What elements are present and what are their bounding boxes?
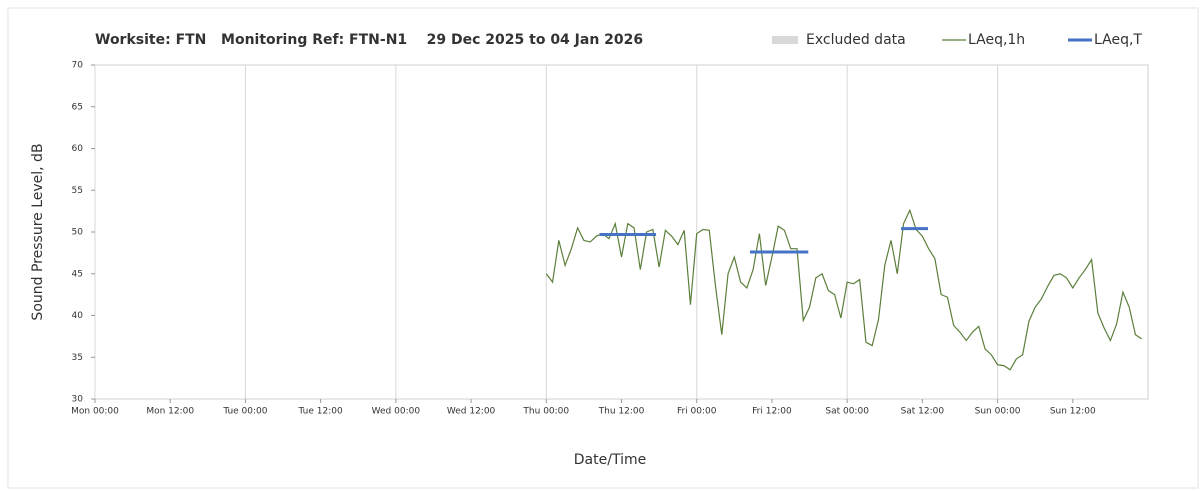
x-tick-label: Thu 00:00 [522, 407, 569, 417]
y-axis-label: Sound Pressure Level, dB [30, 143, 46, 320]
y-tick-label: 65 [72, 102, 83, 112]
chart-frame [7, 7, 1199, 489]
x-tick-label: Sun 12:00 [1050, 407, 1096, 417]
legend-label: LAeq,T [1094, 32, 1142, 48]
x-tick-label: Mon 12:00 [146, 407, 194, 417]
legend-label: Excluded data [806, 32, 906, 48]
x-tick-label: Thu 12:00 [598, 407, 645, 417]
x-tick-label: Wed 00:00 [372, 407, 421, 417]
y-tick-label: 70 [72, 61, 84, 71]
x-tick-label: Tue 12:00 [298, 407, 343, 417]
x-tick-label: Sat 12:00 [901, 407, 945, 417]
x-tick-label: Fri 12:00 [752, 407, 792, 417]
x-tick-label: Sat 00:00 [825, 407, 869, 417]
x-tick-label: Sun 00:00 [975, 407, 1021, 417]
legend-label: LAeq,1h [968, 32, 1025, 48]
y-tick-label: 50 [72, 228, 84, 238]
line-series [545, 208, 1143, 371]
chart-title: Worksite: FTN Monitoring Ref: FTN-N1 29 … [95, 32, 643, 48]
x-axis-label: Date/Time [574, 452, 646, 468]
y-tick-label: 60 [72, 144, 84, 154]
x-tick-label: Tue 00:00 [222, 407, 267, 417]
y-tick-label: 45 [72, 269, 83, 279]
y-tick-label: 55 [72, 186, 83, 196]
x-tick-label: Fri 00:00 [677, 407, 717, 417]
x-tick-label: Wed 12:00 [447, 407, 496, 417]
x-tick-label: Mon 00:00 [71, 407, 119, 417]
y-tick-label: 35 [72, 353, 83, 363]
y-tick-label: 30 [72, 395, 84, 405]
y-tick-label: 40 [72, 311, 84, 321]
legend-swatch [772, 36, 798, 44]
